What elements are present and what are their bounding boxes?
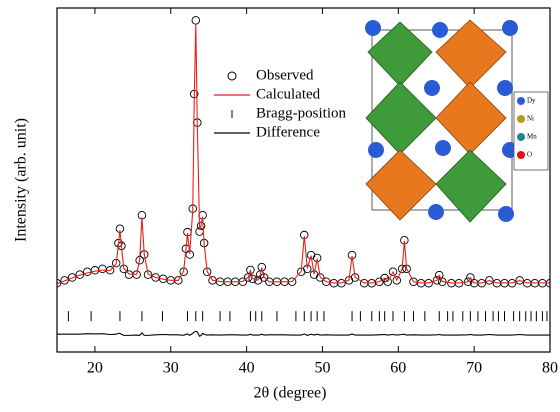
atom xyxy=(432,22,448,38)
x-tick-label: 50 xyxy=(314,360,330,377)
atom xyxy=(368,142,384,158)
inset-legend-dot xyxy=(517,151,525,159)
x-tick-label: 80 xyxy=(542,360,558,377)
legend-label: Observed xyxy=(256,67,314,83)
inset-legend-label: Ni xyxy=(527,115,534,123)
x-tick-label: 40 xyxy=(239,360,255,377)
chart: 2θ (degree) Intensity (arb. unit) 20 30 40… xyxy=(0,0,560,407)
atom xyxy=(497,80,513,96)
x-tick-label: 30 xyxy=(163,360,179,377)
legend-symbol xyxy=(228,72,236,80)
series-line xyxy=(57,331,550,336)
inset-legend-dot xyxy=(517,97,525,105)
inset-legend-label: Dy xyxy=(527,97,536,105)
x-tick-label: 70 xyxy=(466,360,482,377)
x-tick-label: 60 xyxy=(390,360,406,377)
observed-point xyxy=(99,265,107,273)
atom xyxy=(498,206,514,222)
observed-point xyxy=(192,17,200,25)
atom xyxy=(435,140,451,156)
legend-label: Bragg-position xyxy=(256,105,346,121)
atom xyxy=(365,20,381,36)
inset-legend-dot xyxy=(517,115,525,123)
octahedron xyxy=(436,150,506,222)
atom xyxy=(424,80,440,96)
x-tick-label: 20 xyxy=(87,360,103,377)
inset-legend-label: Mn xyxy=(527,133,537,141)
atom xyxy=(428,204,444,220)
inset-legend-label: O xyxy=(527,151,532,159)
octahedron xyxy=(366,150,436,220)
atom xyxy=(502,20,518,36)
page: {"chart_data": { "type": "scatter", "xla… xyxy=(0,0,560,407)
inset-legend-dot xyxy=(517,133,525,141)
x-axis-label: 2θ (degree) xyxy=(254,385,327,402)
legend-label: Calculated xyxy=(256,86,321,102)
y-axis-label: Intensity (arb. unit) xyxy=(13,118,30,242)
legend-label: Difference xyxy=(256,124,320,140)
